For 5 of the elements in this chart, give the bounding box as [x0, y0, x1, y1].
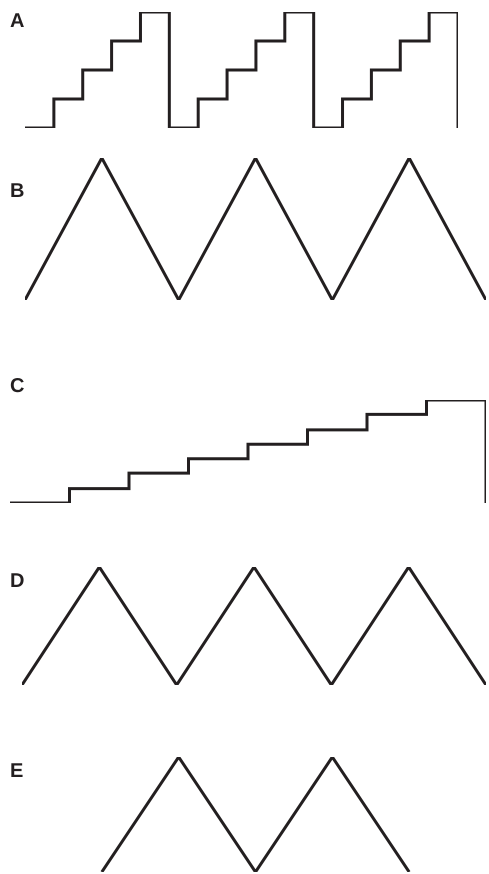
- chart-title: D: [10, 570, 24, 592]
- chart-title: E: [10, 760, 24, 782]
- text: B: [10, 180, 24, 202]
- chart-title: C: [10, 375, 24, 397]
- chart-title: A: [10, 10, 24, 32]
